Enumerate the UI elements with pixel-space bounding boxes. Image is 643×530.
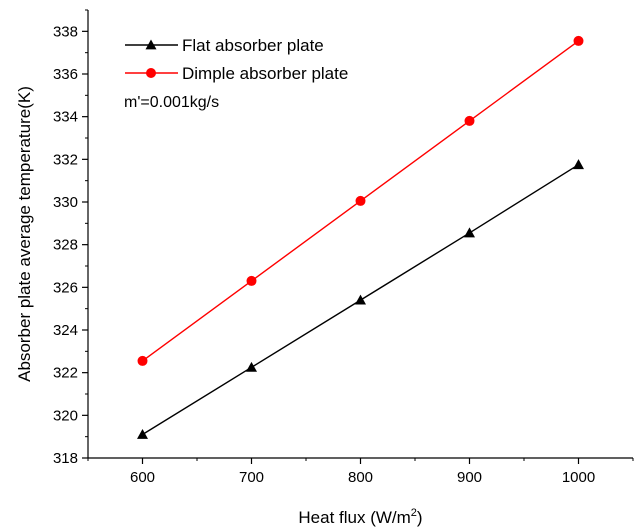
data-point-dimple [246,275,257,286]
data-point-flat [464,227,475,238]
legend-label-flat: Flat absorber plate [182,36,324,55]
x-tick-label: 900 [457,469,482,486]
x-axis-title: Heat flux (W/m2) [298,507,422,527]
y-tick-label: 336 [53,66,78,83]
x-axis-title-main: Heat flux (W/m [298,508,410,527]
y-tick-label: 318 [53,450,78,467]
legend-marker-dimple-circle [146,68,156,78]
x-tick-label: 800 [348,469,373,486]
data-point-flat [355,294,366,305]
axes [87,10,633,459]
legend-item-dimple: Dimple absorber plate [125,64,348,83]
data-point-flat [246,361,257,372]
y-ticks: 318 320 322 324 326 328 330 332 334 336 338 [53,9,88,467]
x-axis-title-superscript: 2 [411,507,417,519]
series-layer [137,35,584,439]
data-point-dimple [573,35,584,46]
data-point-dimple [464,115,475,126]
data-point-flat [137,429,148,439]
data-point-flat [573,159,584,170]
y-tick-label: 322 [53,365,78,382]
legend-label-dimple: Dimple absorber plate [182,64,348,83]
y-tick-label: 328 [53,237,78,254]
y-tick-label: 324 [53,322,78,339]
x-axis-title-suffix: ) [417,508,423,527]
flow-rate-annotation: m'=0.001kg/s [124,94,219,111]
y-tick-label: 334 [53,109,78,126]
x-tick-label: 600 [130,469,155,486]
y-tick-label: 330 [53,194,78,211]
legend-marker-flat-triangle [145,39,157,50]
legend-item-flat: Flat absorber plate [125,36,324,55]
legend: Flat absorber plate Dimple absorber plat… [125,36,348,83]
y-tick-label: 320 [53,407,78,424]
y-tick-label: 326 [53,279,78,296]
y-tick-label: 338 [53,23,78,40]
y-axis-title: Absorber plate average temperature(K) [15,86,34,382]
x-ticks: 600 700 800 900 1000 [87,458,634,486]
data-point-dimple [355,195,366,206]
y-tick-label: 332 [53,151,78,168]
data-point-dimple [137,355,148,366]
x-tick-label: 1000 [562,469,595,486]
x-tick-label: 700 [239,469,264,486]
